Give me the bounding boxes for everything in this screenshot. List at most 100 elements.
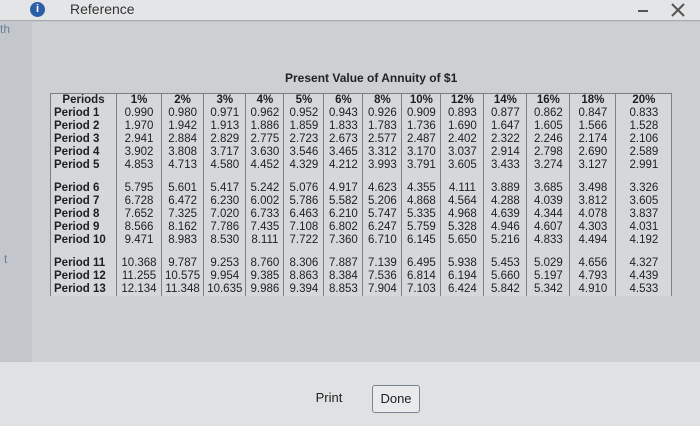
column-header: 18% [569,93,617,107]
period-label: Period 4 [50,146,117,159]
table-cell: 8.760 [245,247,285,270]
table-cell: 7.722 [283,234,325,247]
table-cell: 7.108 [283,221,325,234]
table-row: Period 1 0.990 0.980 0.971 0.962 0.952 0.943 0.… [50,107,673,120]
column-header: 2% [160,93,205,107]
table-cell: 3.433 [483,159,528,172]
table-cell: 5.242 [245,172,285,195]
table-cell: 0.980 [160,107,205,120]
table-cell: 5.076 [283,172,325,195]
table-cell: 4.713 [160,159,205,172]
done-button[interactable]: Done [372,385,420,413]
title-bar: i Reference [0,0,700,21]
table-container: Periods 1% 2% 3% 4% 5% 6% 8% 10% 12% 14% 16% 18% 20% P… [50,93,690,363]
table-cell: 3.274 [526,159,571,172]
table-cell: 5.342 [526,283,571,296]
table-cell: 4.833 [526,234,571,247]
table-row: Period 13 12.134 11.348 10.635 9.986 9.394 8.8… [50,283,673,296]
table-cell: 6.145 [401,234,442,247]
table-cell: 8.983 [160,234,205,247]
table-cell: 4.656 [569,247,617,270]
table-cell: 3.127 [569,159,617,172]
table-cell: 3.326 [615,172,673,195]
table-cell: 3.717 [203,146,247,159]
table-cell: 1.970 [116,120,162,133]
table-cell: 12.134 [116,283,162,296]
table-cell: 3.605 [440,159,485,172]
table-cell: 4.303 [569,221,617,234]
table-cell: 4.917 [323,172,364,195]
table-cell: 0.893 [440,107,485,120]
table-cell: 3.812 [569,195,617,208]
table-cell: 2.322 [483,133,528,146]
table-cell: 5.216 [483,234,528,247]
table-cell: 3.170 [401,146,442,159]
table-cell: 3.312 [362,146,403,159]
table-cell: 6.002 [245,195,285,208]
column-header: 4% [245,93,285,107]
table-cell: 4.031 [615,221,673,234]
table-row: Period 2 1.970 1.942 1.913 1.886 1.859 1.833 1.… [50,120,673,133]
table-cell: 7.325 [160,208,205,221]
table-cell: 9.986 [245,283,285,296]
column-header: 3% [203,93,247,107]
table-row: Period 12 11.255 10.575 9.954 9.385 8.863 8.38… [50,270,673,283]
period-label: Period 13 [50,283,117,296]
table-cell: 4.607 [526,221,571,234]
table-cell: 4.452 [245,159,285,172]
column-header: 1% [116,93,162,107]
table-row: Period 10 9.471 8.983 8.530 8.111 7.722 7.360 6… [50,234,673,247]
period-label: Period 7 [50,195,117,208]
table-cell: 3.902 [116,146,162,159]
table-cell: 7.435 [245,221,285,234]
table-cell: 3.808 [160,146,205,159]
table-cell: 5.759 [401,221,442,234]
table-cell: 10.368 [116,247,162,270]
table-cell: 4.853 [116,159,162,172]
table-cell: 6.472 [160,195,205,208]
table-cell: 6.733 [245,208,285,221]
column-header: 6% [323,93,364,107]
table-cell: 4.868 [401,195,442,208]
table-cell: 3.791 [401,159,442,172]
table-cell: 8.162 [160,221,205,234]
table-cell: 4.078 [569,208,617,221]
table-cell: 2.690 [569,146,617,159]
table-row: Period 7 6.728 6.472 6.230 6.002 5.786 5.582 5.… [50,195,673,208]
table-cell: 8.306 [283,247,325,270]
table-cell: 3.630 [245,146,285,159]
table-cell: 7.536 [362,270,403,283]
table-row: Period 11 10.368 9.787 9.253 8.760 8.306 7.887… [50,247,673,270]
table-cell: 7.904 [362,283,403,296]
column-header: 16% [526,93,571,107]
table-cell: 4.494 [569,234,617,247]
table-cell: 0.833 [615,107,673,120]
close-button[interactable] [671,3,685,17]
period-label: Period 3 [50,133,117,146]
print-button[interactable]: Print [315,390,343,405]
period-label: Period 12 [50,270,117,283]
table-cell: 7.786 [203,221,247,234]
table-cell: 7.020 [203,208,247,221]
table-cell: 8.853 [323,283,364,296]
info-icon: i [30,2,45,17]
column-header: Periods [50,93,117,107]
table-cell: 4.623 [362,172,403,195]
table-cell: 4.439 [615,270,673,283]
table-cell: 1.690 [440,120,485,133]
table-cell: 2.991 [615,159,673,172]
table-cell: 3.605 [615,195,673,208]
table-cell: 5.601 [160,172,205,195]
table-cell: 2.673 [323,133,364,146]
table-cell: 8.863 [283,270,325,283]
window-controls [638,3,685,17]
table-cell: 6.210 [323,208,364,221]
table-cell: 4.910 [569,283,617,296]
table-cell: 6.247 [362,221,403,234]
table-cell: 3.037 [440,146,485,159]
table-cell: 3.889 [483,172,528,195]
table-cell: 4.793 [569,270,617,283]
side-text: t [4,252,8,266]
table-cell: 3.837 [615,208,673,221]
